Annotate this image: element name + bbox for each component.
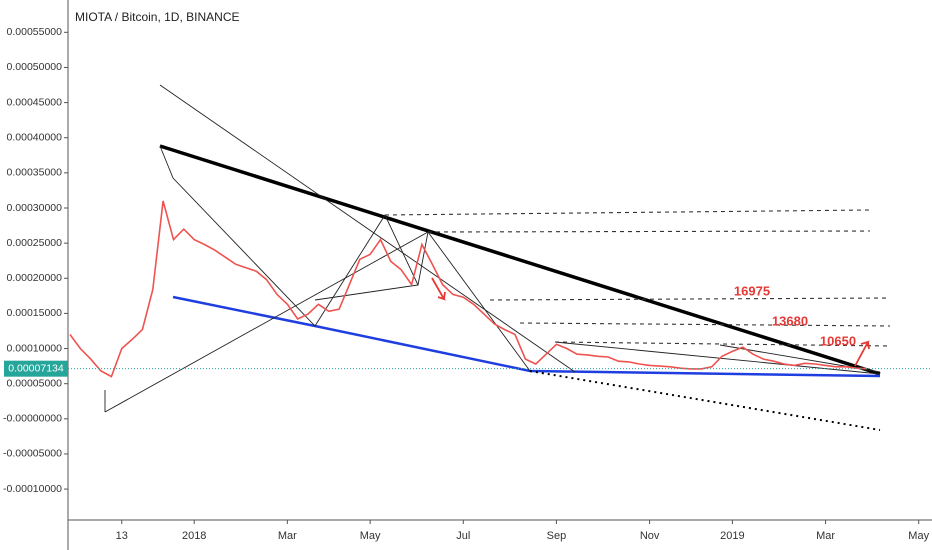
x-tick-label: May — [360, 530, 381, 542]
line — [554, 341, 881, 375]
drawings — [104, 84, 891, 431]
y-tick-label: 0.00020000 — [7, 272, 63, 284]
last-price-label: 0.00007134 — [8, 362, 64, 374]
y-tick-label: 0.00025000 — [7, 237, 63, 249]
annotation: 10650 — [820, 333, 856, 348]
line — [159, 145, 419, 327]
x-tick-label: Mar — [816, 530, 835, 542]
y-tick-label: 0.00040000 — [7, 132, 63, 144]
x-tick-label: May — [908, 530, 929, 542]
line — [417, 231, 429, 286]
y-tick-label: 0.00005000 — [7, 377, 63, 389]
last-price-box — [4, 360, 68, 377]
line — [104, 231, 429, 413]
y-tick-label: 0.00055000 — [7, 26, 63, 38]
annotation: 13680 — [772, 313, 808, 328]
arrow — [854, 340, 870, 367]
support-line — [172, 295, 881, 378]
y-tick-label: 0.00010000 — [7, 342, 63, 354]
y-tick-label: 0.00045000 — [7, 96, 63, 108]
x-tick-label: 2018 — [182, 530, 206, 542]
price-line — [69, 200, 867, 378]
y-tick-label: 0.00050000 — [7, 61, 63, 73]
dotted-line — [529, 370, 881, 431]
y-tick-label: 0.00035000 — [7, 167, 63, 179]
dashed-line — [427, 230, 871, 233]
y-tick-label: -0.00005000 — [3, 448, 62, 460]
x-tick-label: 13 — [116, 530, 128, 542]
x-tick-label: 2019 — [720, 530, 744, 542]
y-tick-label: 0.00030000 — [7, 202, 63, 214]
x-tick-label: Jul — [456, 530, 470, 542]
arrow — [431, 277, 446, 301]
y-tick-label: -0.00000000 — [3, 413, 62, 425]
y-tick-label: -0.00010000 — [3, 483, 62, 495]
trendline — [159, 144, 881, 376]
x-tick-label: Mar — [278, 530, 297, 542]
dashed-line — [384, 209, 871, 216]
line — [159, 84, 576, 373]
x-tick-label: Sep — [547, 530, 567, 542]
line — [427, 231, 531, 372]
annotation: 16975 — [734, 283, 770, 298]
dashed-line — [519, 322, 891, 327]
x-tick-label: Nov — [640, 530, 660, 542]
dashed-line — [489, 297, 891, 301]
chart-title: MIOTA / Bitcoin, 1D, BINANCE — [75, 10, 239, 24]
y-tick-label: 0.00015000 — [7, 307, 63, 319]
